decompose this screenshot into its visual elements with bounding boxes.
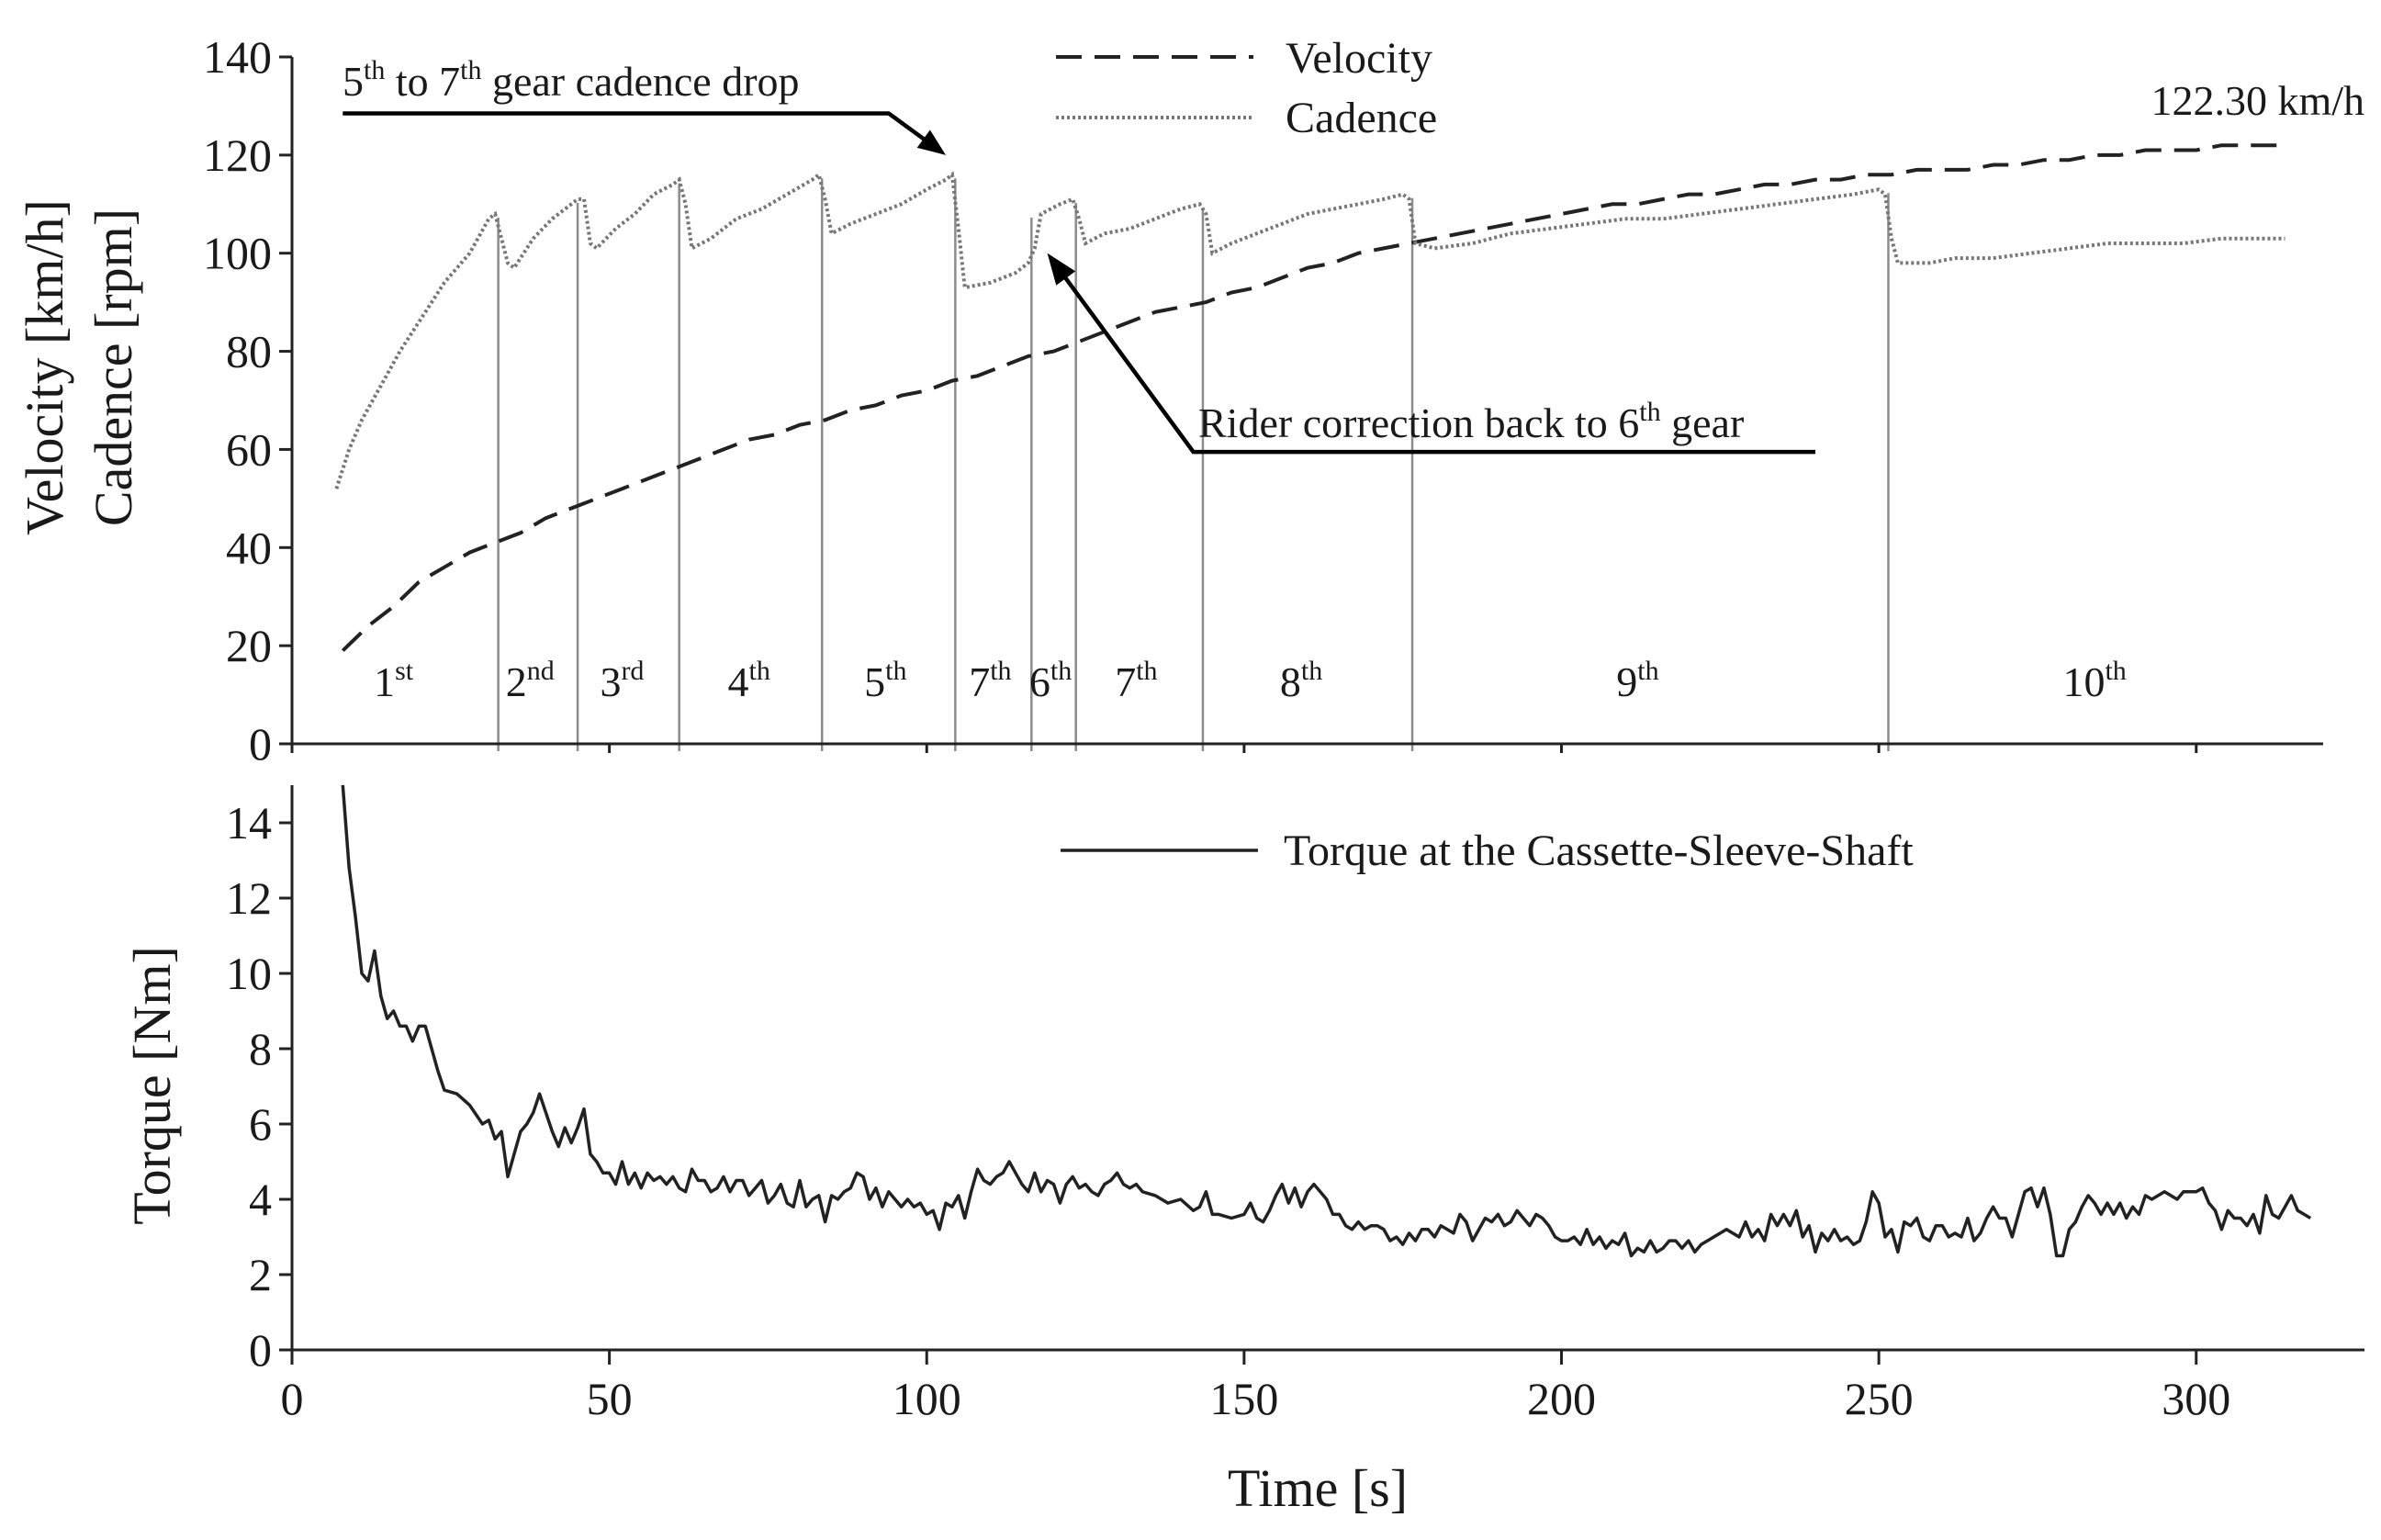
bottom-y-tick-label: 6 [249, 1098, 272, 1150]
y-axis-title-torque: Torque [Nm] [122, 946, 182, 1225]
top-y-tick-label: 20 [226, 620, 272, 671]
annotation-cadence-drop: 5th to 7th gear cadence drop [343, 55, 946, 155]
top-y-tick-label: 140 [203, 31, 272, 83]
bottom-panel: 0 2 4 6 8 10 12 14 0 50 100 150 200 250 300 Torque [Nm… [122, 784, 2364, 1518]
cadence-series-line [334, 171, 2286, 489]
annotation-rider-correction: Rider correction back to 6th gear [1047, 253, 1815, 455]
bottom-y-tick-label: 12 [226, 872, 272, 924]
annotation-cadence-drop-arrowhead [916, 129, 946, 155]
top-y-tick-label: 60 [226, 423, 272, 475]
gear-label: 4th [728, 656, 770, 705]
top-y-tick-label: 100 [203, 228, 272, 279]
torque-series-line [341, 784, 2312, 1258]
bottom-y-tick-label: 10 [226, 948, 272, 999]
annotation-cadence-drop-label: 5th to 7th gear cadence drop [343, 55, 800, 105]
gear-label: 7th [969, 656, 1011, 705]
bottom-x-tick-label: 300 [2162, 1373, 2230, 1424]
bottom-x-tick-label: 100 [893, 1373, 961, 1424]
bottom-x-tick-label: 0 [281, 1373, 304, 1424]
annotation-rider-correction-label: Rider correction back to 6th gear [1198, 397, 1744, 446]
legend-label-torque: Torque at the Cassette-Sleeve-Shaft [1284, 826, 1914, 875]
bottom-y-tick-label: 2 [249, 1249, 272, 1300]
annotation-rider-correction-arrow [1057, 267, 1815, 455]
top-y-tick-label: 80 [226, 326, 272, 377]
top-legend: Velocity Cadence [1056, 34, 1437, 142]
end-value-label: 122.30 km/h [2151, 77, 2364, 124]
gear-boundaries [497, 178, 1890, 751]
top-y-tick-label: 120 [203, 129, 272, 181]
x-axis-title-time: Time [s] [1228, 1458, 1408, 1518]
bottom-y-tick-label: 4 [249, 1174, 272, 1225]
gear-label: 8th [1280, 656, 1322, 705]
y-axis-title-cadence: Cadence [rpm] [84, 208, 143, 526]
gear-labels: 1st 2nd 3rd 4th 5th 7th 6th 7th 8th 9th 10th [374, 656, 2127, 705]
bottom-legend: Torque at the Cassette-Sleeve-Shaft [1061, 826, 1914, 875]
top-axes: 0 20 40 60 80 100 120 140 [203, 31, 2323, 770]
annotation-cadence-drop-arrow [343, 111, 940, 152]
annotation-rider-correction-arrowhead [1047, 253, 1076, 286]
bottom-x-tick-label: 200 [1527, 1373, 1596, 1424]
top-y-tick-label: 40 [226, 522, 272, 573]
gear-label: 10th [2062, 656, 2126, 705]
gear-label: 6th [1029, 656, 1072, 705]
y-axis-title-velocity: Velocity [km/h] [15, 199, 74, 535]
gear-label: 1st [374, 656, 414, 705]
top-y-tick-label: 0 [249, 718, 272, 770]
legend-label-cadence: Cadence [1286, 94, 1437, 142]
bottom-axes: 0 2 4 6 8 10 12 14 0 50 100 150 200 250 300 [226, 785, 2364, 1424]
velocity-series-line [341, 143, 2286, 652]
bottom-y-tick-label: 8 [249, 1023, 272, 1074]
gear-label: 5th [864, 656, 906, 705]
gear-label: 2nd [506, 656, 555, 705]
gear-label: 9th [1616, 656, 1658, 705]
bottom-y-tick-label: 14 [226, 797, 272, 849]
bottom-x-tick-label: 50 [587, 1373, 633, 1424]
legend-label-velocity: Velocity [1286, 34, 1432, 83]
gear-label: 3rd [600, 656, 644, 705]
top-panel: 0 20 40 60 80 100 120 140 1st 2nd 3rd 4th 5th 7th 6th… [15, 31, 2364, 770]
bottom-x-tick-label: 150 [1209, 1373, 1278, 1424]
bottom-x-tick-label: 250 [1845, 1373, 1914, 1424]
gear-label: 7th [1115, 656, 1157, 705]
bottom-y-tick-label: 0 [249, 1324, 272, 1376]
